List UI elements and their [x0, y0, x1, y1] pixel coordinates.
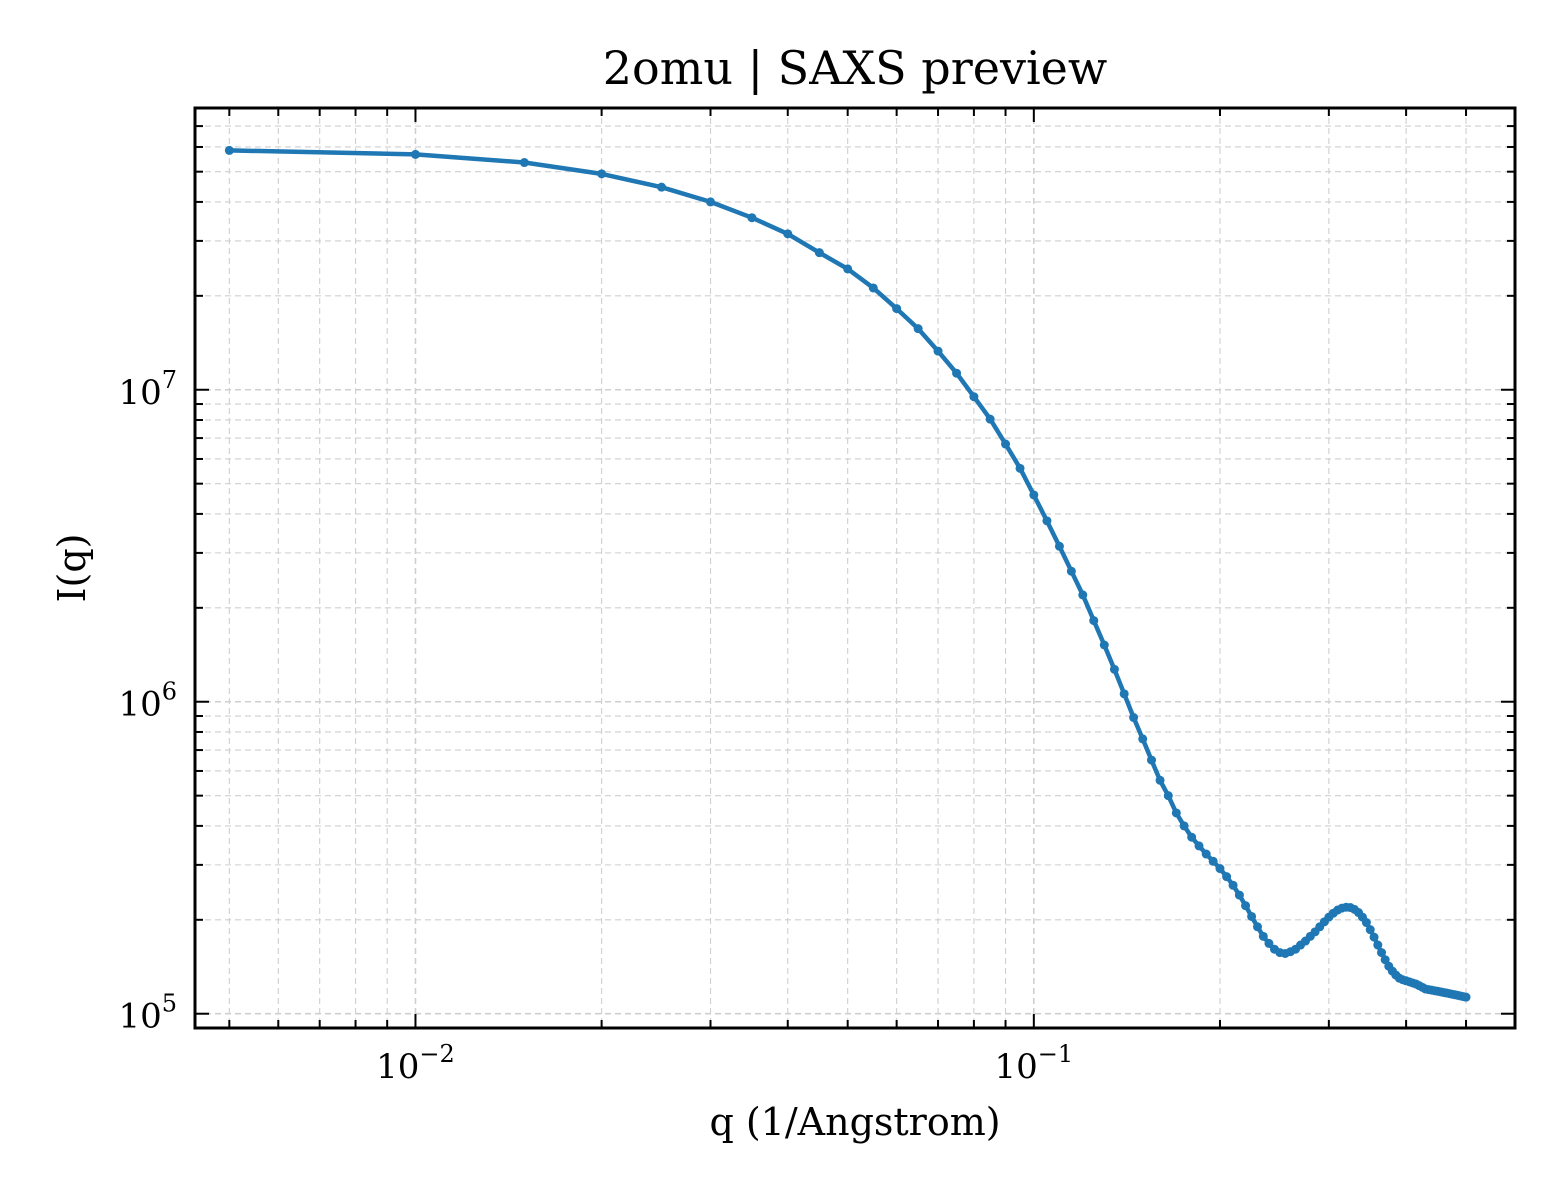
data-point — [1258, 931, 1268, 941]
plot-frame — [193, 106, 1517, 1030]
data-point — [747, 213, 757, 223]
data-point — [913, 324, 923, 334]
x-axis-label: q (1/Angstrom) — [709, 1100, 1000, 1144]
data-point — [1377, 948, 1387, 958]
data-point — [1001, 439, 1011, 449]
y-tick-label: 105 — [118, 990, 177, 1037]
data-point — [1208, 856, 1218, 866]
series-layer — [224, 145, 1471, 1002]
data-point — [892, 304, 902, 314]
data-point — [1215, 864, 1225, 874]
data-point — [1194, 841, 1204, 851]
data-point — [843, 264, 853, 274]
data-point — [1155, 775, 1165, 785]
data-point — [1089, 616, 1099, 626]
chart-title: 2omu | SAXS preview — [603, 41, 1108, 95]
data-point — [1247, 911, 1257, 921]
data-point — [1365, 925, 1375, 935]
data-point — [1187, 832, 1197, 842]
data-point — [519, 158, 529, 168]
data-point — [1099, 640, 1109, 650]
data-point — [1042, 516, 1052, 526]
data-point — [1147, 755, 1157, 765]
data-point — [814, 248, 824, 258]
y-tick-label: 106 — [118, 678, 177, 725]
data-point — [657, 182, 667, 192]
data-point — [969, 392, 979, 402]
data-point — [1029, 490, 1039, 500]
grid-layer — [195, 107, 1515, 1029]
data-point — [1241, 901, 1251, 911]
data-point — [1163, 791, 1173, 801]
data-point — [1119, 689, 1129, 699]
data-point — [1234, 890, 1244, 900]
data-point — [1361, 918, 1371, 928]
data-point — [985, 414, 995, 424]
data-point — [783, 229, 793, 239]
data-point — [1253, 922, 1263, 932]
data-point — [1201, 849, 1211, 859]
data-point — [1066, 566, 1076, 576]
data-point — [1179, 821, 1189, 831]
data-point — [1129, 713, 1139, 723]
data-point — [933, 346, 943, 356]
data-point — [410, 149, 420, 159]
data-point — [1228, 880, 1238, 890]
y-tick-label: 107 — [118, 366, 177, 413]
ticks-layer: 10−2 10−1 105 106 107 — [118, 107, 1515, 1087]
data-point — [1264, 938, 1274, 948]
data-point — [1171, 808, 1181, 818]
data-point — [868, 283, 878, 293]
data-point — [1369, 932, 1379, 942]
data-point — [952, 368, 962, 378]
data-point — [1078, 590, 1088, 600]
data-point — [1373, 940, 1383, 950]
y-axis-label: I(q) — [50, 534, 94, 603]
data-point — [706, 197, 716, 207]
data-point — [224, 145, 234, 155]
data-point — [1461, 992, 1471, 1002]
data-point — [1054, 541, 1064, 551]
x-tick-label: 10−1 — [994, 1040, 1073, 1087]
data-point — [1138, 734, 1148, 744]
x-tick-label: 10−2 — [376, 1040, 455, 1087]
data-point — [1222, 872, 1232, 882]
data-point — [1109, 664, 1119, 674]
data-point — [1015, 463, 1025, 473]
data-point — [597, 169, 607, 179]
